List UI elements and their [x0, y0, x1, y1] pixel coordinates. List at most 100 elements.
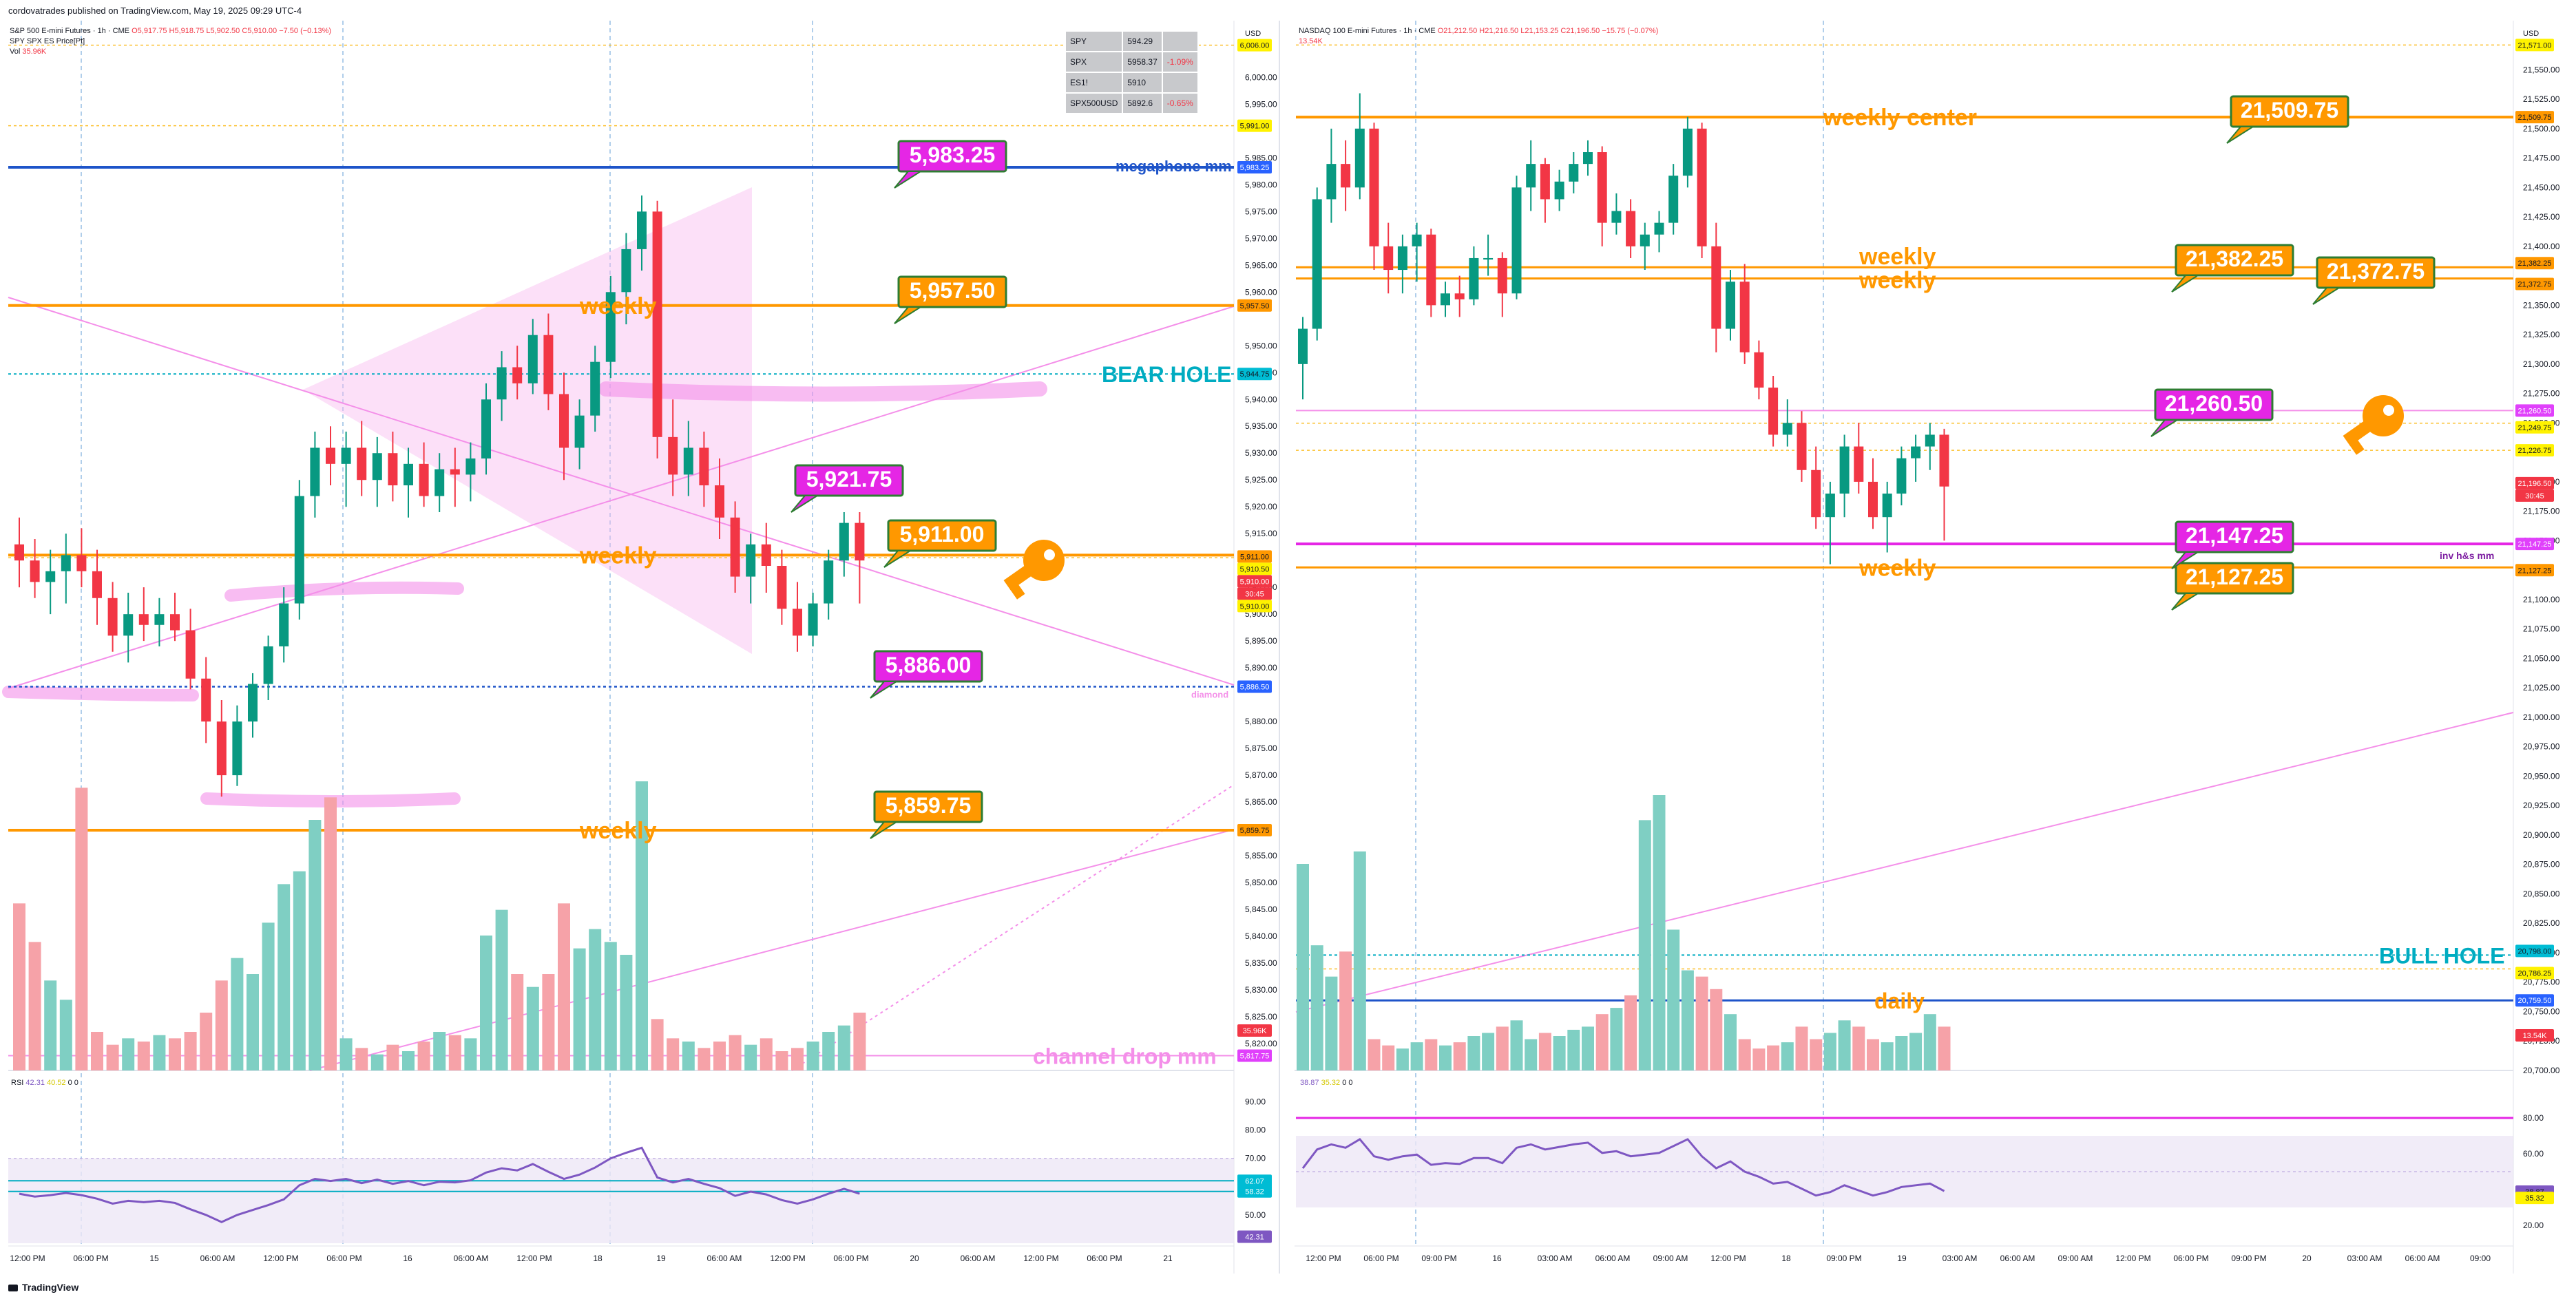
price-axis-label: 5,865.00 [1245, 797, 1277, 807]
volume-bar [433, 1032, 446, 1070]
rsi-band [8, 1158, 1234, 1243]
left-low: L5,902.50 [206, 27, 240, 35]
price-axis-label: 21,425.00 [2523, 212, 2560, 222]
volume-bar [1610, 1008, 1623, 1070]
price-axis-label: 5,940.00 [1245, 394, 1277, 404]
right-currency[interactable]: USD [2523, 30, 2540, 38]
candle-body [1868, 481, 1878, 518]
price-axis-label: 5,975.00 [1245, 207, 1277, 216]
volume-bar [1823, 1033, 1836, 1070]
candle-body [388, 453, 398, 486]
volume-bar [791, 1048, 804, 1070]
candle-body [746, 544, 756, 577]
candle-body [1739, 282, 1750, 352]
volume-bar [1638, 820, 1651, 1070]
price-tag: 35.96K [1243, 1027, 1268, 1035]
volume-bar [1852, 1026, 1865, 1070]
volume-bar [1923, 1014, 1936, 1070]
key-shaft [1003, 555, 1047, 591]
candle-body [404, 463, 413, 486]
volume-bar [44, 980, 57, 1070]
callout-5957-pointer [894, 306, 923, 324]
left-symbol-title[interactable]: S&P 500 E-mini Futures · 1h · CME [10, 27, 130, 35]
volume-bar [682, 1042, 695, 1070]
callout-5983: 5,983.25 [910, 142, 996, 167]
key-icon [1003, 540, 1065, 600]
left-volume-label[interactable]: Vol [10, 47, 21, 56]
price-tag-bg [1237, 299, 1272, 312]
time-axis-label: 06:00 AM [200, 1254, 235, 1263]
time-axis-label: 03:00 AM [1943, 1254, 1978, 1263]
left-rsi-label[interactable]: RSI [11, 1079, 24, 1087]
callout-21127-pointer [2171, 593, 2201, 611]
callout-21260-pointer [2150, 419, 2180, 437]
quote-symbol: SPY [1064, 30, 1124, 52]
price-axis-label: 5,825.00 [1245, 1012, 1277, 1022]
volume-bar [1467, 1036, 1480, 1070]
left-high: H5,918.75 [169, 27, 205, 35]
published-info: cordovatrades published on TradingView.c… [8, 6, 302, 16]
volume-bar [744, 1044, 757, 1070]
volume-bar [1425, 1039, 1438, 1070]
price-tag-bg [2515, 538, 2554, 551]
candle-body [652, 211, 662, 437]
quote-price: 5958.37 [1122, 51, 1163, 73]
volume-bar [1510, 1020, 1523, 1070]
price-tag: 21,260.50 [2518, 407, 2552, 415]
candle-body [777, 565, 787, 609]
callout-5911-box [887, 519, 997, 552]
candle-body [216, 721, 227, 776]
key-hole [2383, 405, 2394, 416]
time-axis-label: 12:00 PM [2115, 1254, 2150, 1263]
price-tag-bg [2515, 257, 2554, 270]
label-weekly-5859: weekly [579, 818, 657, 844]
price-axis-label: 21,025.00 [2523, 683, 2560, 693]
candle-body [1825, 493, 1835, 518]
left-open: O5,917.75 [132, 27, 167, 35]
left-rsi-value: 42.31 [25, 1079, 45, 1087]
time-axis-label: 06:00 PM [1087, 1254, 1122, 1263]
right-symbol-title[interactable]: NASDAQ 100 E-mini Futures · 1h · CME [1299, 27, 1436, 35]
price-tag-bg [1237, 550, 1272, 563]
right-legend: NASDAQ 100 E-mini Futures · 1h · CME O21… [1299, 26, 1658, 47]
rsi-axis-label: 90.00 [1245, 1097, 1266, 1107]
quote-change [1161, 30, 1199, 52]
volume-bar [1439, 1045, 1452, 1070]
volume-bar [293, 871, 306, 1070]
candle-body [1583, 152, 1593, 165]
rsi-axis-label: 20.00 [2523, 1221, 2544, 1230]
volume-bar [324, 797, 337, 1070]
left-currency[interactable]: USD [1245, 30, 1261, 38]
volume-bar [1909, 1033, 1923, 1070]
price-axis-label: 21,050.00 [2523, 653, 2560, 663]
candle-body [310, 447, 320, 496]
price-axis-label: 5,890.00 [1245, 663, 1277, 673]
volume-bar [1867, 1039, 1879, 1070]
quote-symbol: SPX [1064, 51, 1124, 73]
volume-bar [122, 1038, 135, 1070]
watermark-text: TradingView [22, 1282, 79, 1293]
rsi-tag-bg [1237, 1230, 1272, 1243]
quote-row: SPX500USD 5892.6 -0.65% [1064, 92, 1199, 114]
price-tag-bg [2515, 967, 2554, 980]
right-rsi-extra-2: 0 [1348, 1079, 1353, 1087]
time-axis-label: 09:00 AM [2058, 1254, 2093, 1263]
right-rsi-legend: 38.87 35.32 0 0 [1300, 1078, 1353, 1088]
callout-5957-box [897, 275, 1007, 308]
price-tag: 13.54K [2523, 1032, 2548, 1040]
volume-bar [247, 974, 259, 1070]
left-indicator-label[interactable]: SPY SPX ES Price[Pt] [10, 37, 85, 45]
price-axis-label: 5,950.00 [1245, 341, 1277, 350]
price-tag: 20,786.25 [2518, 969, 2552, 978]
volume-bar [262, 922, 275, 1070]
price-axis-label: 21,275.00 [2523, 389, 2560, 399]
volume-bar [822, 1032, 835, 1070]
candle-body [341, 447, 351, 464]
candle-body [1911, 446, 1921, 458]
price-tag: 21,127.25 [2518, 567, 2552, 575]
callout-21382-box [2175, 244, 2294, 277]
rsi-axis-label: 70.00 [1245, 1154, 1266, 1163]
price-axis-label: 20,875.00 [2523, 860, 2560, 869]
volume-bar [1353, 851, 1366, 1070]
